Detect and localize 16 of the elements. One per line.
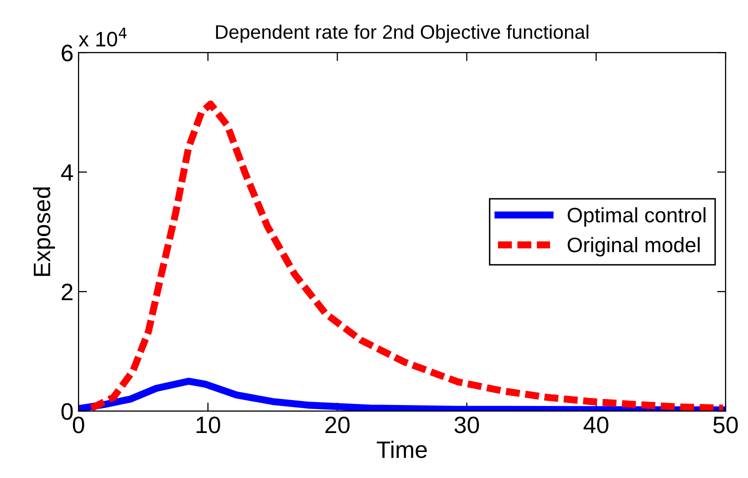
legend-label: Original model xyxy=(568,237,700,256)
y-tick-label: 4 xyxy=(61,164,73,181)
x-tick-label: 0 xyxy=(72,416,84,434)
x-tick-label: 20 xyxy=(325,416,350,434)
legend-label: Optimal control xyxy=(568,207,706,227)
x-tick-label: 40 xyxy=(584,416,608,434)
y-tick-label: 2 xyxy=(62,284,72,300)
chart-title: Dependent rate for 2nd Objective functional xyxy=(216,24,588,43)
y-tick-label: 0 xyxy=(61,403,73,420)
x-axis-title: Time xyxy=(376,440,427,458)
x-tick-label: 50 xyxy=(713,416,738,434)
x-tick-label: 10 xyxy=(196,416,220,434)
text: x 10$^{4}$ xyxy=(78,28,127,47)
x-tick-label: 30 xyxy=(454,416,479,434)
y-axis-title: Exposed xyxy=(32,187,55,276)
y-tick-label: 6 xyxy=(62,44,73,62)
